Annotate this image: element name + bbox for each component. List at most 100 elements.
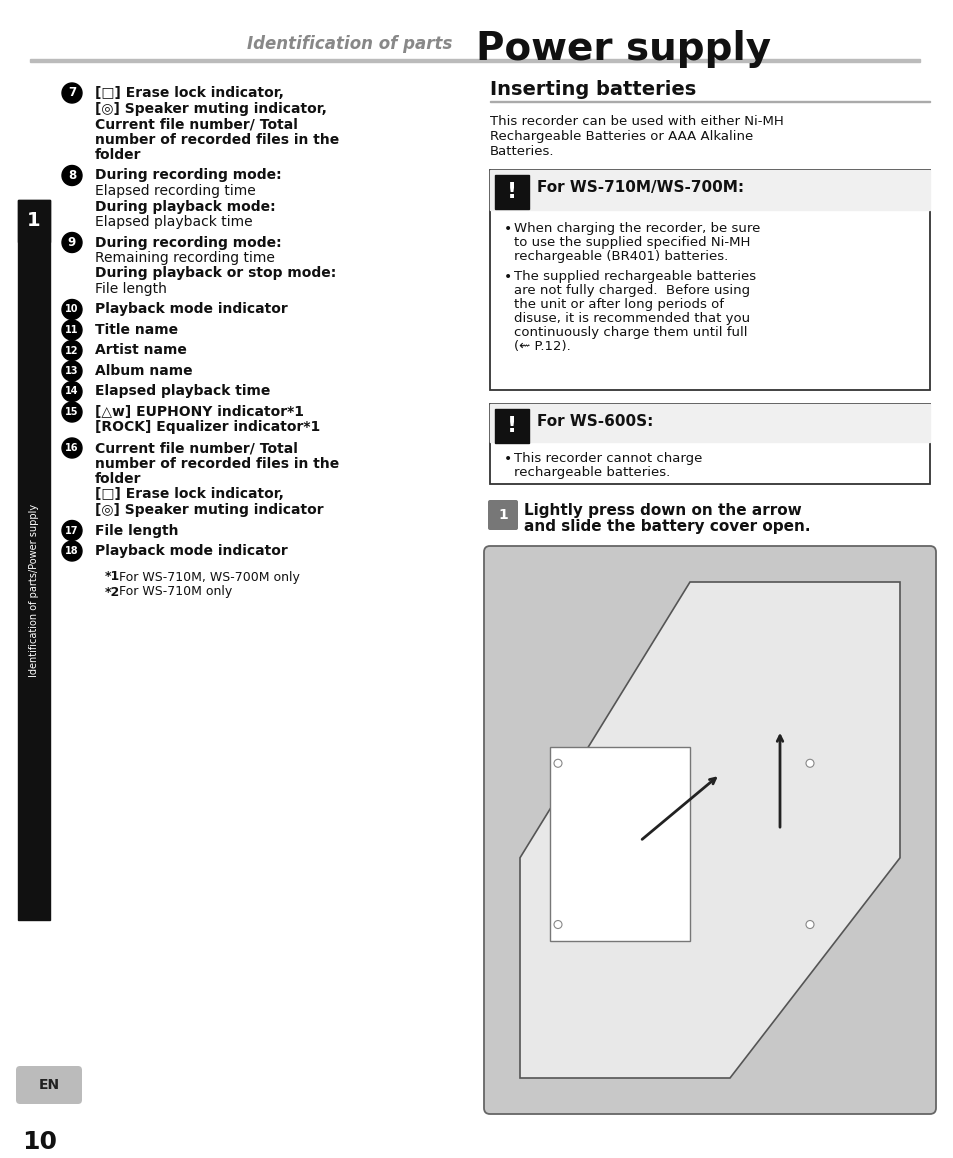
Polygon shape [550,747,689,941]
FancyBboxPatch shape [483,547,935,1114]
Text: 12: 12 [65,345,79,356]
Text: Rechargeable Batteries or AAA Alkaline: Rechargeable Batteries or AAA Alkaline [490,130,753,142]
Text: 13: 13 [65,366,79,376]
Circle shape [554,921,561,929]
Text: This recorder cannot charge: This recorder cannot charge [514,452,701,466]
Circle shape [62,402,82,422]
Bar [490,170,929,210]
Text: 8: 8 [68,169,76,182]
Text: Power supply: Power supply [476,30,770,68]
Text: 11: 11 [65,325,79,335]
FancyBboxPatch shape [488,500,517,530]
Text: Album name: Album name [95,364,193,378]
Text: Elapsed recording time: Elapsed recording time [95,184,255,198]
Text: When charging the recorder, be sure: When charging the recorder, be sure [514,222,760,235]
Text: Current file number/ Total: Current file number/ Total [95,441,297,455]
Bar [490,101,929,102]
Text: For WS-710M, WS-700M only: For WS-710M, WS-700M only [119,571,299,584]
Text: During playback mode:: During playback mode: [95,199,275,213]
Circle shape [62,361,82,381]
Text: Identification of parts: Identification of parts [247,35,452,53]
Text: During recording mode:: During recording mode: [95,169,281,183]
Text: For WS-600S:: For WS-600S: [537,415,653,428]
FancyBboxPatch shape [490,404,929,484]
Text: and slide the battery cover open.: and slide the battery cover open. [523,519,810,534]
Bar [495,175,529,208]
Text: 17: 17 [65,526,79,535]
Text: continuously charge them until full: continuously charge them until full [514,327,747,339]
Circle shape [805,760,813,768]
Text: Playback mode indicator: Playback mode indicator [95,302,288,316]
Text: EN: EN [38,1078,59,1092]
Text: number of recorded files in the: number of recorded files in the [95,456,339,470]
Circle shape [62,300,82,320]
Circle shape [62,340,82,360]
Text: 10: 10 [23,1130,57,1155]
Text: [◎] Speaker muting indicator: [◎] Speaker muting indicator [95,503,323,516]
Text: For WS-710M only: For WS-710M only [119,586,232,599]
Text: •: • [503,222,512,236]
Text: •: • [503,452,512,466]
Text: 18: 18 [65,547,79,556]
Circle shape [62,381,82,402]
Circle shape [62,233,82,252]
Text: Playback mode indicator: Playback mode indicator [95,544,288,558]
Text: Remaining recording time: Remaining recording time [95,251,274,265]
Text: rechargeable (BR401) batteries.: rechargeable (BR401) batteries. [514,250,727,263]
Text: 7: 7 [68,87,76,100]
Text: Artist name: Artist name [95,344,187,358]
Text: •: • [503,270,512,284]
Text: Current file number/ Total: Current file number/ Total [95,117,297,131]
Text: [□] Erase lock indicator,: [□] Erase lock indicator, [95,488,284,501]
Text: 14: 14 [65,387,79,396]
FancyBboxPatch shape [490,170,929,390]
Text: *1: *1 [105,571,120,584]
Text: the unit or after long periods of: the unit or after long periods of [514,298,723,312]
Circle shape [62,438,82,459]
Text: [ROCK] Equalizer indicator*1: [ROCK] Equalizer indicator*1 [95,420,320,434]
Text: This recorder can be used with either Ni-MH: This recorder can be used with either Ni… [490,115,783,129]
Text: [△w] EUPHONY indicator*1: [△w] EUPHONY indicator*1 [95,405,304,419]
Circle shape [62,520,82,541]
Text: Title name: Title name [95,323,178,337]
Text: File length: File length [95,283,167,296]
Text: to use the supplied specified Ni-MH: to use the supplied specified Ni-MH [514,236,750,249]
Text: folder: folder [95,148,141,162]
Text: Identification of parts/Power supply: Identification of parts/Power supply [29,504,39,676]
Text: 16: 16 [65,444,79,453]
Text: [◎] Speaker muting indicator,: [◎] Speaker muting indicator, [95,102,327,116]
Text: [□] Erase lock indicator,: [□] Erase lock indicator, [95,86,284,100]
Bar [490,404,929,442]
Bar [30,59,919,63]
Text: 1: 1 [27,212,41,230]
Circle shape [62,320,82,340]
Text: Elapsed playback time: Elapsed playback time [95,215,253,229]
Circle shape [62,541,82,560]
Text: are not fully charged.  Before using: are not fully charged. Before using [514,284,749,296]
Bar [18,200,50,919]
Text: During playback or stop mode:: During playback or stop mode: [95,266,335,280]
Text: (⇜ P.12).: (⇜ P.12). [514,340,570,353]
Text: The supplied rechargeable batteries: The supplied rechargeable batteries [514,270,756,283]
Text: number of recorded files in the: number of recorded files in the [95,132,339,147]
Text: *2: *2 [105,586,120,599]
Text: folder: folder [95,472,141,486]
Text: disuse, it is recommended that you: disuse, it is recommended that you [514,312,749,325]
Text: For WS-710M/WS-700M:: For WS-710M/WS-700M: [537,179,743,195]
Circle shape [554,760,561,768]
Text: 10: 10 [65,305,79,315]
Text: 15: 15 [65,406,79,417]
Text: 9: 9 [68,236,76,249]
FancyBboxPatch shape [16,1067,82,1104]
Text: Lightly press down on the arrow: Lightly press down on the arrow [523,503,801,518]
Text: !: ! [506,416,517,437]
Circle shape [805,921,813,929]
Text: rechargeable batteries.: rechargeable batteries. [514,466,670,479]
Text: File length: File length [95,523,178,537]
Text: Elapsed playback time: Elapsed playback time [95,384,270,398]
Text: Batteries.: Batteries. [490,145,554,157]
Bar [495,409,529,444]
Text: Inserting batteries: Inserting batteries [490,80,696,98]
Polygon shape [519,582,899,1078]
Bar [18,200,50,242]
